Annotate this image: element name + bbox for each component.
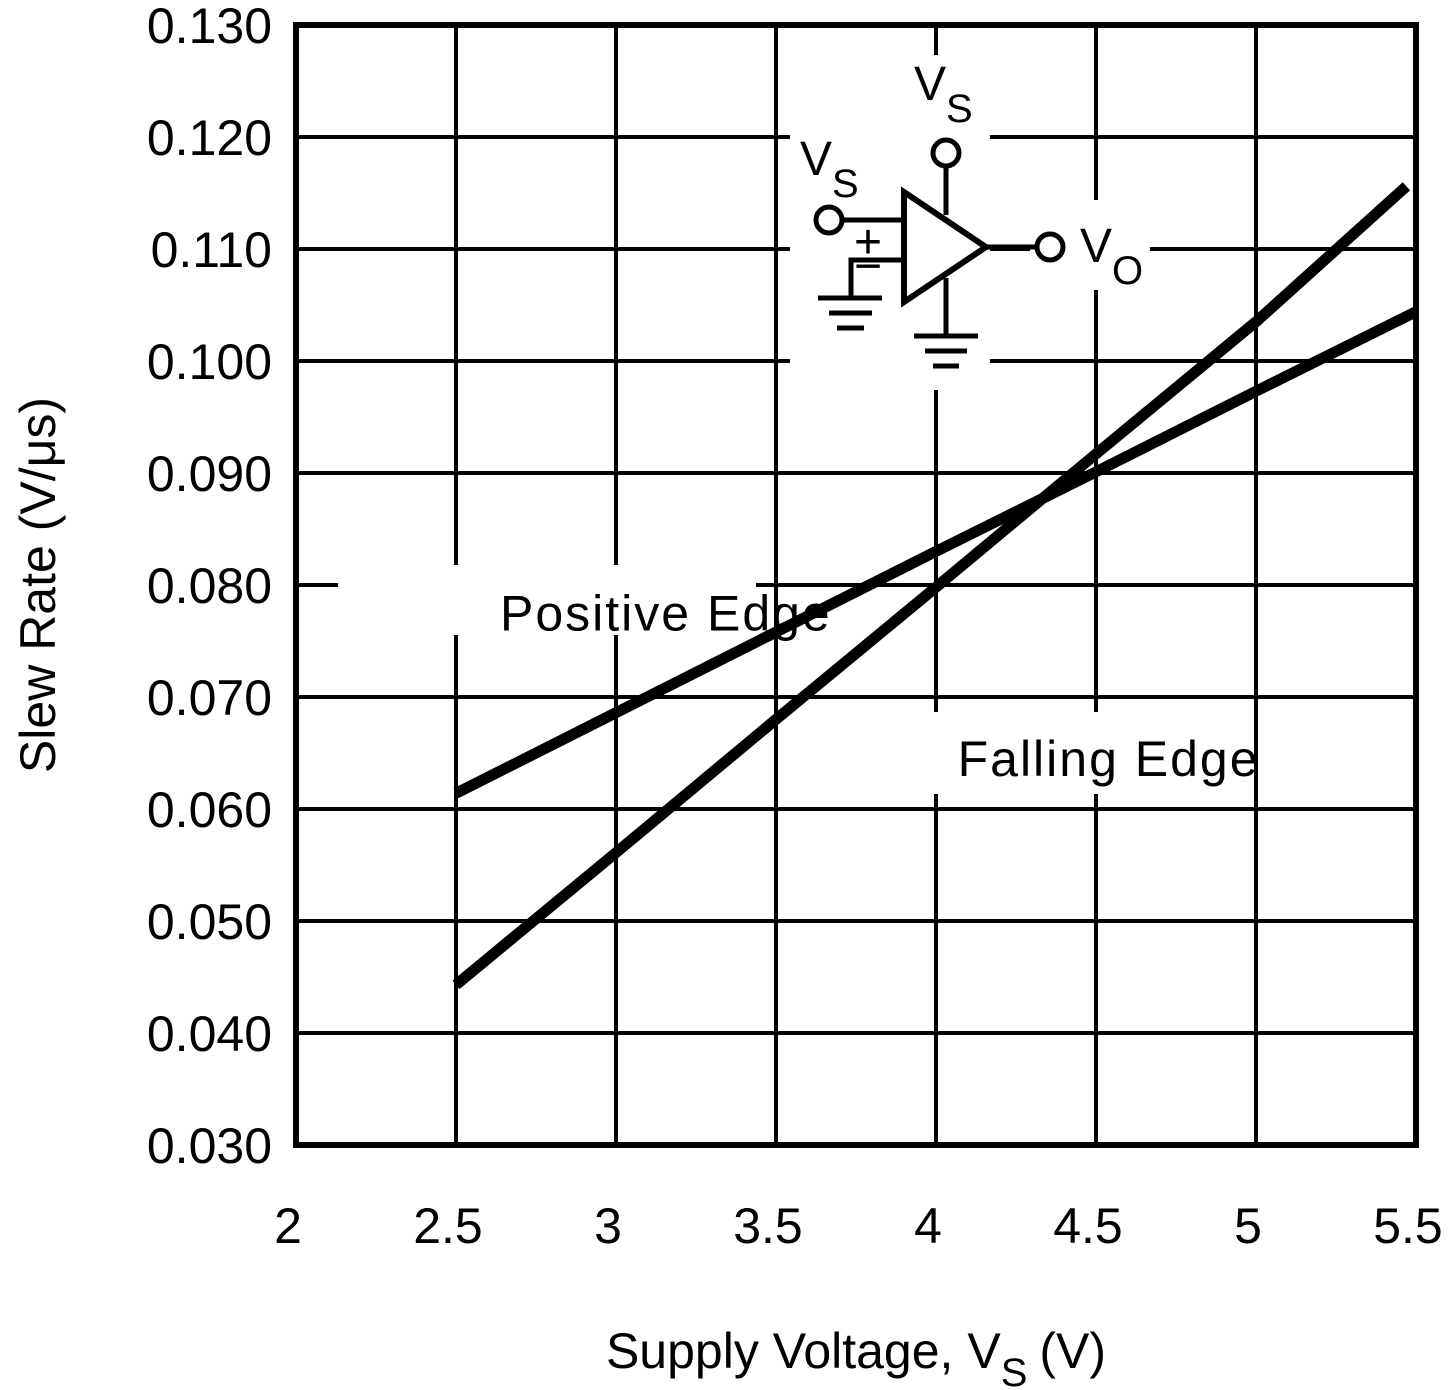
series-line-positive-edge	[453, 306, 1419, 799]
x-tick-label: 5	[1234, 1198, 1262, 1254]
label-masks	[338, 565, 1180, 794]
schematic-mask-vo	[1030, 200, 1150, 290]
x-tick-label: 5.5	[1373, 1198, 1443, 1254]
supply-label: VS	[914, 58, 973, 131]
y-tick-label: 0.090	[147, 446, 272, 502]
series-label-falling-edge: Falling Edge	[958, 731, 1260, 787]
x-tick-label: 4.5	[1053, 1198, 1123, 1254]
falling-edge-label-mask	[800, 712, 1180, 794]
x-axis-title-sub: S	[1001, 1351, 1028, 1390]
x-tick-label: 4	[914, 1198, 942, 1254]
plus-sign: +	[854, 216, 882, 269]
x-tick-labels: 2 2.5 3 3.5 4 4.5 5 5.5	[274, 1198, 1443, 1254]
output-terminal-icon	[1034, 231, 1066, 263]
supply-terminal-icon	[930, 137, 962, 169]
positive-edge-label-mask	[338, 565, 756, 635]
y-tick-label: 0.060	[147, 782, 272, 838]
op-amp-triangle	[901, 186, 992, 308]
y-axis-title: Slew Rate (V/μs)	[10, 397, 66, 773]
x-axis-title-main: Supply Voltage, V	[606, 1323, 1001, 1379]
y-tick-label: 0.040	[147, 1006, 272, 1062]
series-lines	[452, 182, 1419, 990]
op-amp-schematic: + − VS VS VO	[790, 55, 1150, 390]
x-tick-label: 2	[274, 1198, 302, 1254]
schematic-mask-top	[905, 55, 1005, 135]
x-tick-label: 3.5	[733, 1198, 803, 1254]
series-label-positive-edge: Positive Edge	[500, 586, 832, 642]
series-line-falling-edge	[452, 182, 1411, 990]
y-tick-label: 0.130	[147, 0, 272, 54]
x-tick-label: 2.5	[413, 1198, 483, 1254]
y-tick-label: 0.100	[147, 334, 272, 390]
minus-sign: −	[854, 240, 882, 293]
input-terminal-icon	[813, 204, 845, 236]
x-axis-title-unit: (V)	[1039, 1323, 1106, 1379]
output-label: VO	[1080, 220, 1143, 293]
y-tick-labels: 0.130 0.120 0.110 0.100 0.090 0.080 0.070 0.060…	[147, 0, 272, 1174]
plot-frame	[293, 22, 1419, 1148]
y-tick-label: 0.080	[147, 558, 272, 614]
input-label: VS	[800, 133, 859, 206]
y-tick-label: 0.030	[147, 1118, 272, 1174]
x-tick-label: 3	[594, 1198, 622, 1254]
y-tick-label: 0.120	[147, 110, 272, 166]
y-tick-label: 0.070	[147, 670, 272, 726]
y-tick-label: 0.050	[147, 894, 272, 950]
x-axis-title: Supply Voltage, VS (V)	[606, 1323, 1106, 1390]
y-tick-label: 0.110	[151, 222, 272, 278]
series-labels: Positive Edge Falling Edge	[500, 586, 1260, 788]
